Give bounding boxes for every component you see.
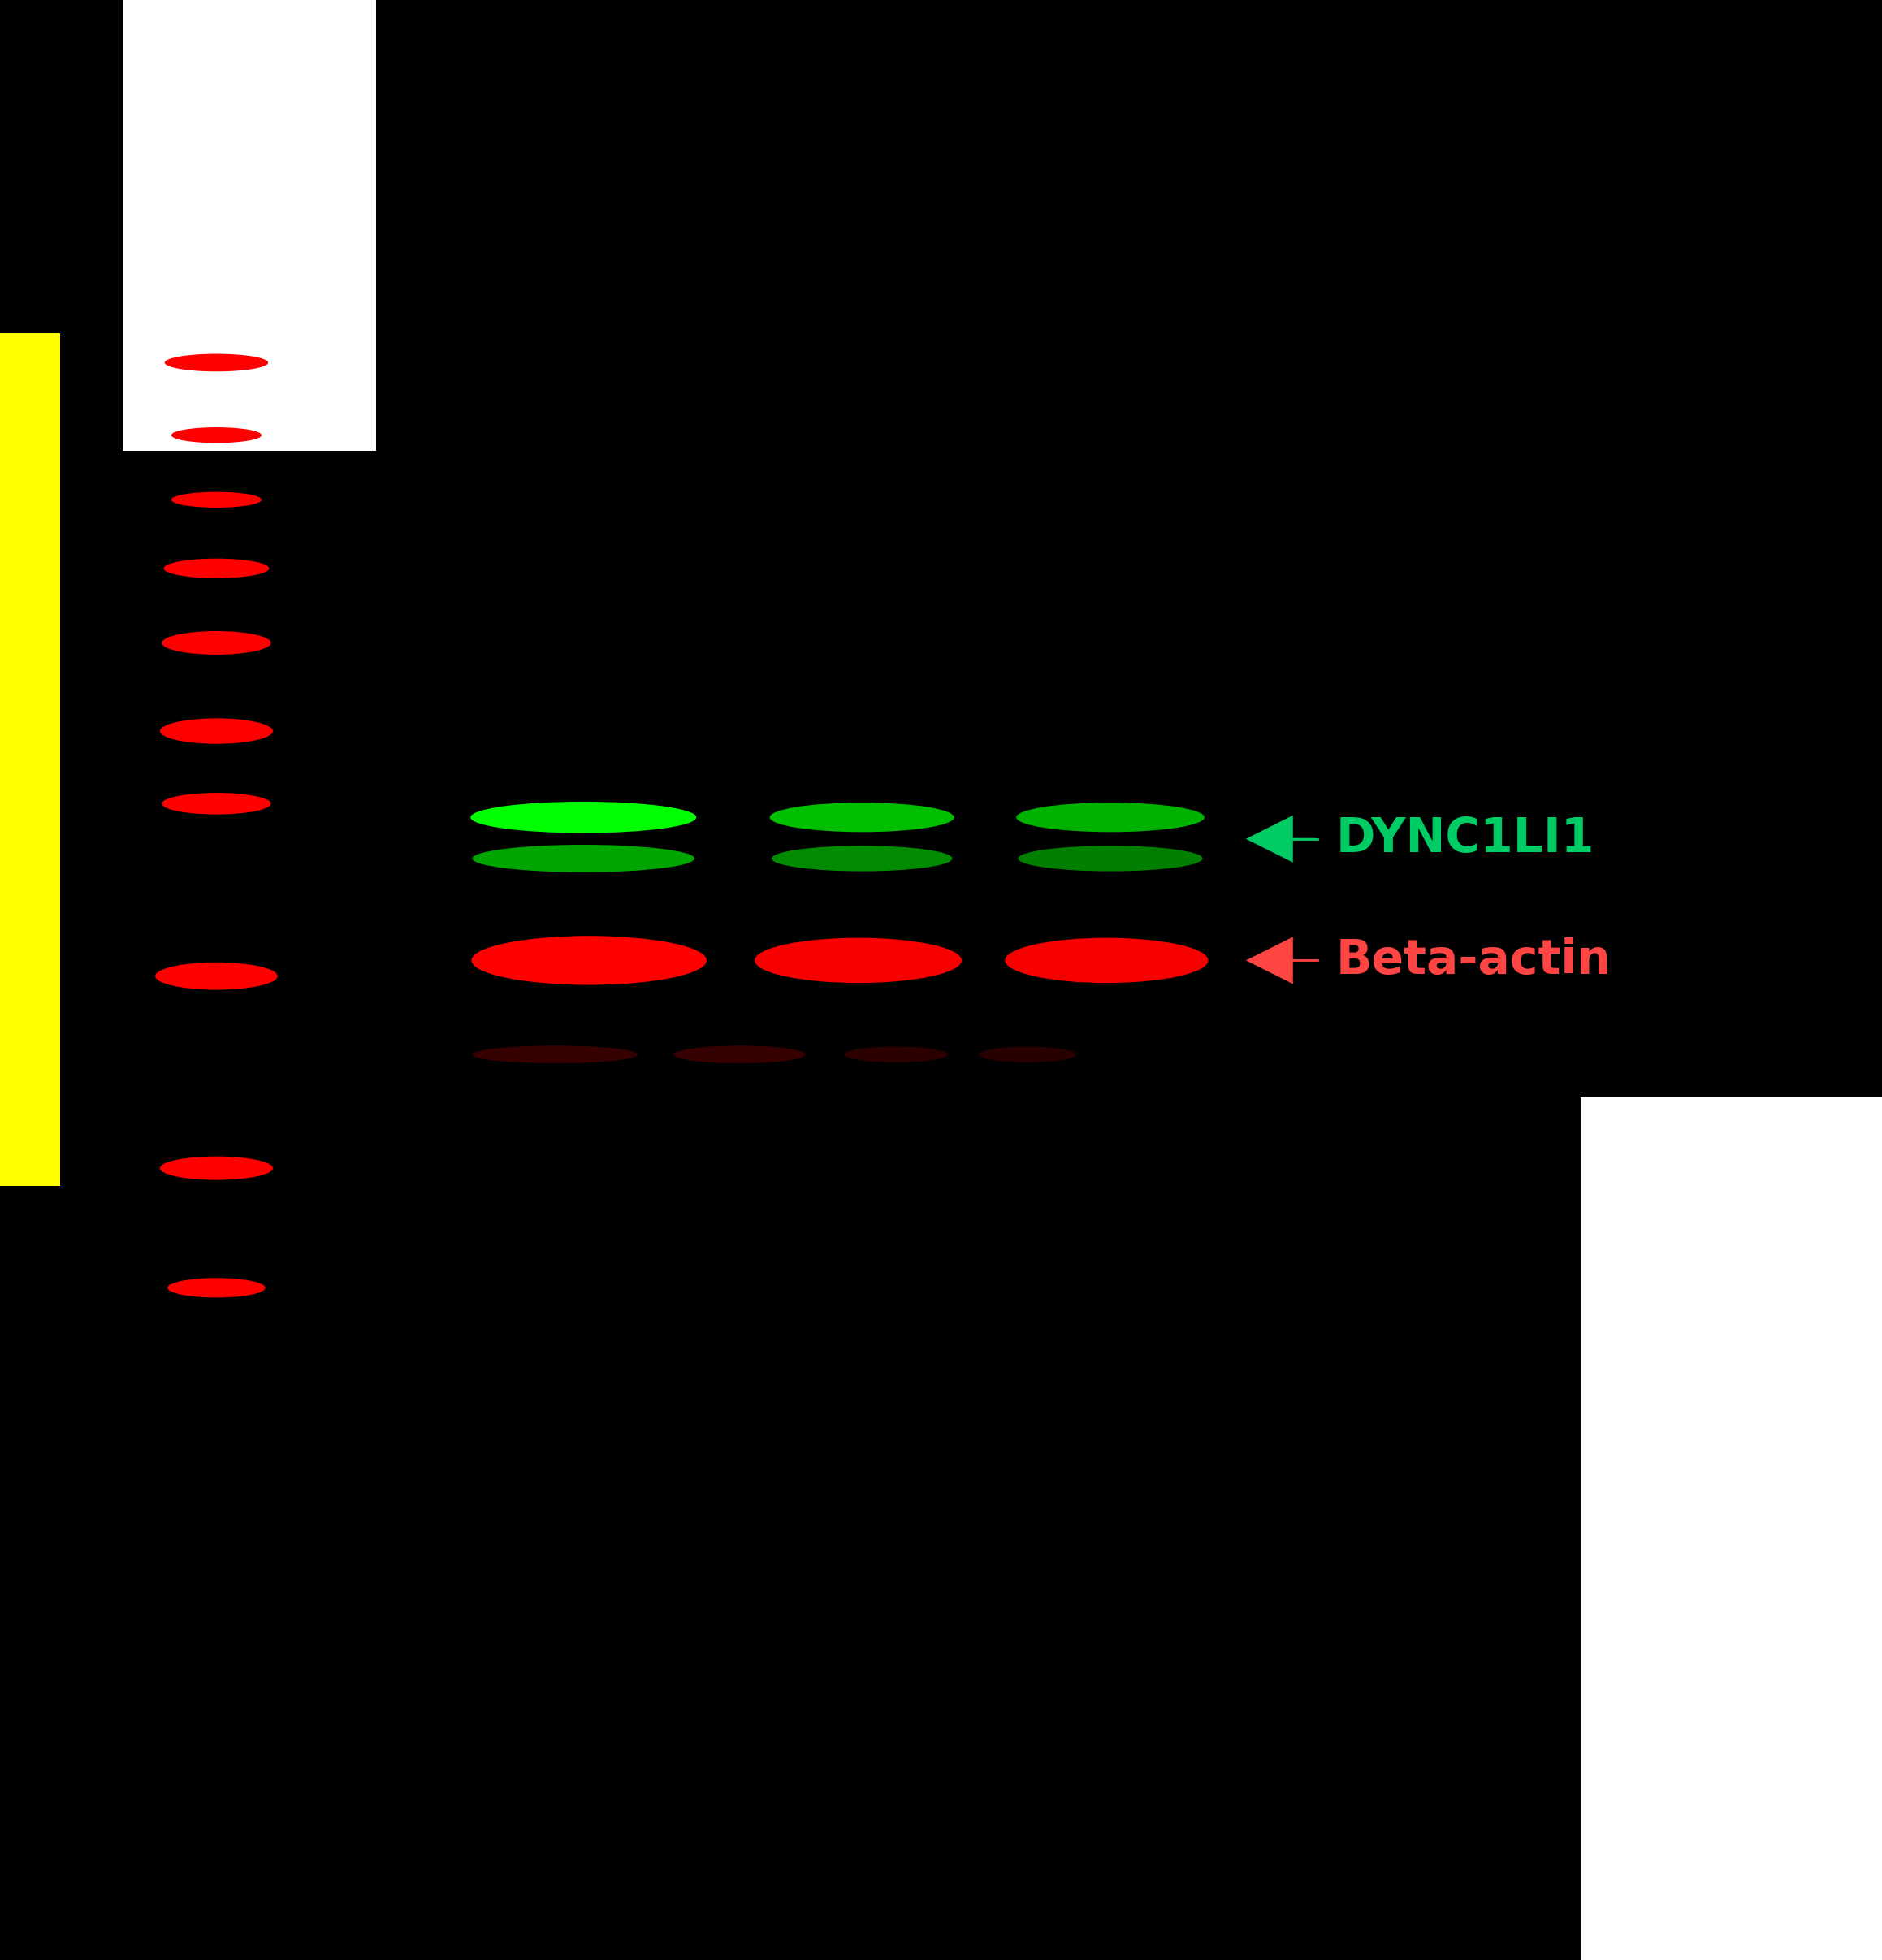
Ellipse shape — [167, 1278, 265, 1298]
Ellipse shape — [162, 631, 271, 655]
Ellipse shape — [1005, 939, 1208, 982]
Ellipse shape — [164, 559, 269, 578]
Polygon shape — [1246, 815, 1293, 862]
Ellipse shape — [166, 355, 269, 372]
Ellipse shape — [154, 962, 279, 990]
Bar — [0, 333, 60, 1186]
Ellipse shape — [674, 1047, 805, 1062]
Ellipse shape — [171, 492, 262, 508]
Ellipse shape — [979, 1047, 1077, 1062]
Ellipse shape — [160, 717, 273, 745]
Ellipse shape — [472, 1047, 638, 1062]
Ellipse shape — [472, 845, 694, 872]
Ellipse shape — [755, 939, 962, 982]
Bar — [1581, 1098, 1882, 1960]
Ellipse shape — [772, 845, 952, 870]
Ellipse shape — [1016, 804, 1204, 833]
Ellipse shape — [162, 794, 271, 815]
Text: DYNC1LI1: DYNC1LI1 — [1336, 815, 1594, 862]
Ellipse shape — [470, 937, 708, 984]
Bar — [122, 0, 376, 451]
Polygon shape — [1246, 937, 1293, 984]
Ellipse shape — [470, 802, 696, 833]
Ellipse shape — [160, 1156, 273, 1180]
Text: Beta-actin: Beta-actin — [1336, 937, 1611, 984]
Ellipse shape — [171, 427, 262, 443]
Ellipse shape — [843, 1047, 949, 1062]
Ellipse shape — [1018, 845, 1203, 870]
Ellipse shape — [770, 804, 954, 833]
